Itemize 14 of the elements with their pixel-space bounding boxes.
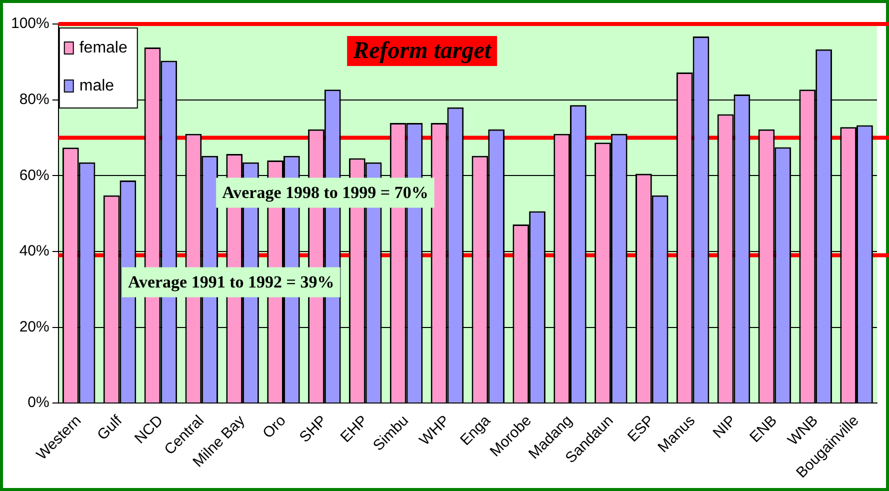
x-tick-label: Gulf (94, 412, 126, 444)
legend-label: female (79, 39, 128, 56)
y-tick-label: 100% (10, 15, 50, 32)
ref-line-label: Average 1991 to 1992 = 39% (128, 272, 334, 292)
y-tick-label: 20% (19, 318, 50, 336)
y-tick-label: 80% (19, 90, 50, 108)
ref-line-label: Average 1998 to 1999 = 70% (222, 183, 428, 202)
x-tick-label: Oro (260, 412, 290, 442)
y-tick-label: 0% (28, 394, 50, 412)
ref-line-label: Reform target (352, 38, 492, 64)
y-tick-label: 40% (19, 242, 50, 260)
legend-label: male (79, 77, 114, 94)
y-tick-label: 60% (19, 166, 50, 184)
x-tick-label: NIP (710, 412, 740, 442)
